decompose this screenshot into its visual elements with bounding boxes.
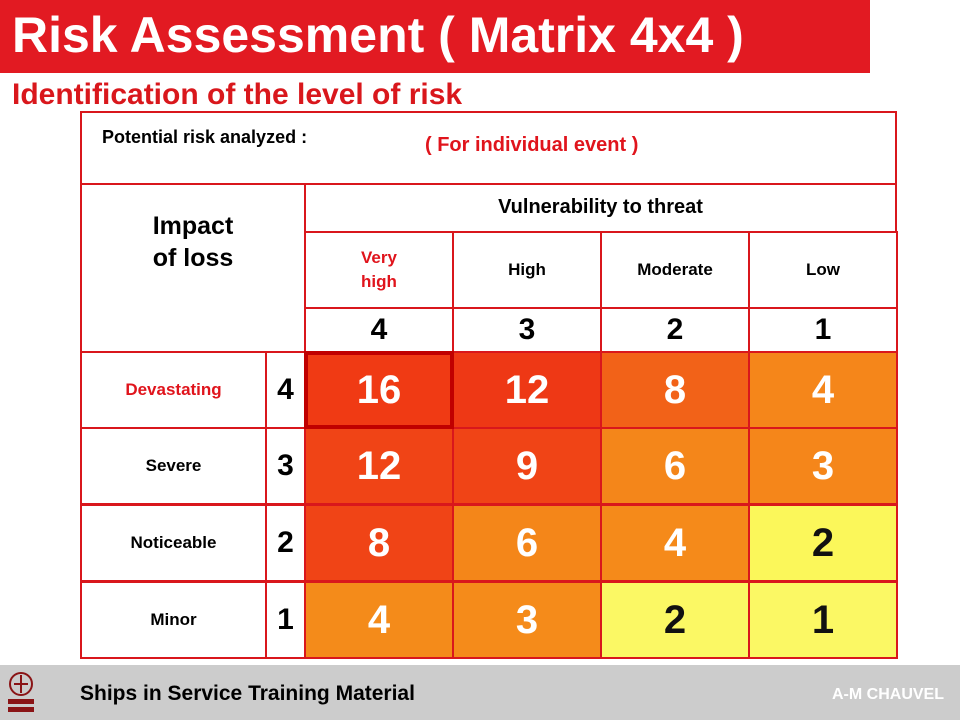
risk-cell-r1-c4: 4: [748, 351, 898, 429]
impact-score-2: 3: [265, 427, 306, 505]
impact-level-3: Noticeable: [80, 504, 267, 582]
page-subtitle: Identification of the level of risk: [12, 78, 463, 111]
risk-cell-r2-c2: 9: [452, 427, 602, 505]
impact-level-4: Minor: [80, 581, 267, 659]
vulnerability-level-label-line1: Low: [806, 260, 840, 279]
vulnerability-score-2: 3: [452, 307, 602, 353]
bureau-veritas-logo-icon: [4, 668, 38, 718]
impact-level-label: Noticeable: [130, 533, 217, 552]
risk-cell-r1-c2: 12: [452, 351, 602, 429]
vulnerability-header-label: Vulnerability to threat: [498, 196, 703, 218]
risk-cell-r3-c3: 4: [600, 504, 750, 582]
page-title: Risk Assessment ( Matrix 4x4 ): [12, 7, 744, 63]
vulnerability-level-4: Low: [748, 231, 898, 309]
impact-header-label: Impact of loss: [82, 210, 304, 274]
impact-score-3: 2: [265, 504, 306, 582]
title-bar: [0, 0, 870, 73]
vulnerability-level-label-line2: high: [361, 272, 397, 291]
risk-cell-r3-c1: 8: [304, 504, 454, 582]
impact-header-box: [80, 183, 306, 353]
vulnerability-level-label: Very high: [361, 248, 397, 292]
vulnerability-level-label-line1: High: [508, 260, 546, 279]
risk-cell-r3-c2: 6: [452, 504, 602, 582]
impact-score-1: 4: [265, 351, 306, 429]
vulnerability-level-label: Low: [806, 260, 840, 280]
impact-level-2: Severe: [80, 427, 267, 505]
risk-cell-r1-c3: 8: [600, 351, 750, 429]
risk-cell-r3-c4: 2: [748, 504, 898, 582]
impact-score-4: 1: [265, 581, 306, 659]
vulnerability-level-label-line1: Moderate: [637, 260, 713, 279]
vulnerability-level-label: High: [508, 260, 546, 280]
risk-cell-r4-c2: 3: [452, 581, 602, 659]
footer-text: Ships in Service Training Material: [80, 682, 415, 705]
vulnerability-level-3: Moderate: [600, 231, 750, 309]
risk-cell-r2-c1: 12: [304, 427, 454, 505]
potential-risk-label: Potential risk analyzed :: [102, 127, 308, 147]
risk-cell-r2-c4: 3: [748, 427, 898, 505]
vulnerability-level-1: Very high: [304, 231, 454, 309]
impact-level-label: Severe: [145, 456, 202, 475]
risk-cell-r1-c1: 16: [304, 351, 454, 429]
risk-cell-r4-c4: 1: [748, 581, 898, 659]
impact-level-1: Devastating: [80, 351, 267, 429]
vulnerability-score-3: 2: [600, 307, 750, 353]
risk-cell-r4-c1: 4: [304, 581, 454, 659]
vulnerability-level-label-line1: Very: [361, 248, 397, 267]
risk-cell-r2-c3: 6: [600, 427, 750, 505]
footer-bar: [0, 665, 960, 720]
impact-header-line2: of loss: [152, 244, 234, 272]
impact-level-label: Minor: [150, 610, 197, 629]
vulnerability-score-1: 4: [304, 307, 454, 353]
impact-level-label: Devastating: [125, 380, 222, 399]
vulnerability-level-2: High: [452, 231, 602, 309]
individual-event-label: ( For individual event ): [425, 134, 639, 156]
vulnerability-level-label: Moderate: [637, 260, 713, 280]
impact-header-line1: Impact: [152, 212, 234, 240]
risk-cell-r4-c3: 2: [600, 581, 750, 659]
vulnerability-score-4: 1: [748, 307, 898, 353]
footer-author: A-M CHAUVEL: [832, 686, 944, 703]
vulnerability-header-box: [304, 183, 897, 233]
